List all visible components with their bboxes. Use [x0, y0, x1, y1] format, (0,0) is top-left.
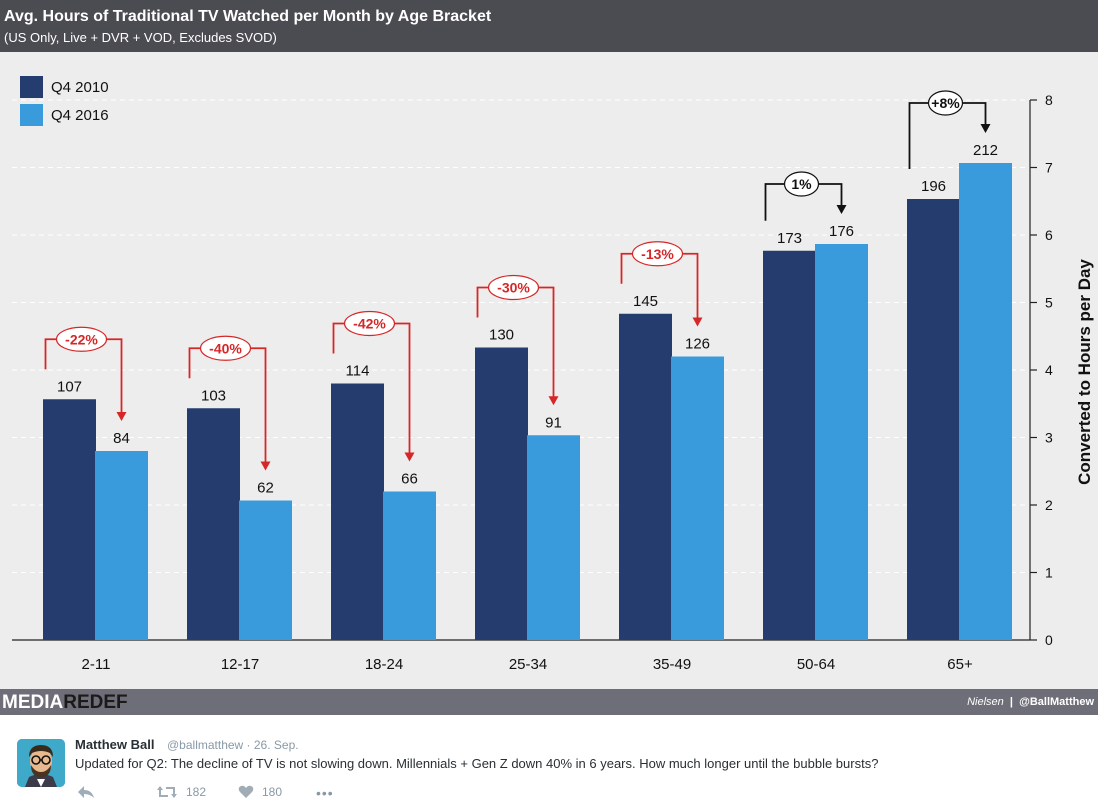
- bar-q4-2016: [527, 435, 580, 640]
- category-label: 65+: [947, 656, 973, 673]
- bar-value-label: 196: [921, 178, 946, 195]
- retweet-icon: [157, 786, 177, 798]
- y2-tick-label: 5: [1045, 295, 1053, 311]
- like-count: 180: [262, 785, 283, 799]
- y2-tick-label: 3: [1045, 430, 1053, 446]
- bar-q4-2010: [907, 199, 960, 640]
- change-bubble: [783, 171, 820, 197]
- category-label: 18-24: [365, 656, 403, 673]
- bar-q4-2010: [331, 383, 384, 640]
- change-label: -30%: [497, 280, 530, 296]
- y2-tick-label: 4: [1045, 362, 1053, 378]
- legend-swatch-q4-2010: [20, 76, 43, 98]
- bar-q4-2016: [959, 163, 1012, 640]
- change-bubble: [927, 90, 964, 116]
- change-arrowhead: [404, 452, 415, 462]
- credit-separator: |: [1009, 696, 1013, 708]
- legend-swatch-q4-2016: [20, 104, 43, 126]
- more-button[interactable]: •••: [316, 785, 334, 801]
- category-label: 25-34: [509, 656, 547, 673]
- logo-redef: REDEF: [63, 692, 128, 713]
- footer-bar: MEDIAREDEF Nielsen | @BallMatthew: [0, 689, 1098, 715]
- reply-icon: [78, 786, 94, 798]
- change-label: -42%: [353, 316, 386, 332]
- category-label: 12-17: [221, 656, 259, 673]
- change-arrowhead: [692, 317, 703, 327]
- bar-q4-2010: [475, 347, 528, 640]
- logo-media: MEDIA: [2, 692, 64, 713]
- change-arrowhead: [116, 412, 127, 421]
- change-label: 1%: [791, 176, 812, 192]
- category-label: 50-64: [797, 656, 835, 673]
- category-label: 2-11: [82, 656, 111, 673]
- mediaredef-logo: MEDIAREDEF: [2, 692, 128, 714]
- change-arrowhead: [980, 124, 991, 133]
- bar-value-label: 107: [57, 378, 82, 395]
- tweet-author-name[interactable]: Matthew Ball: [75, 737, 155, 752]
- heart-icon: [238, 785, 254, 798]
- y2-tick-label: 1: [1045, 565, 1053, 581]
- bar-q4-2010: [763, 250, 816, 640]
- y2-axis-label: Converted to Hours per Day: [1075, 259, 1094, 485]
- tweet-card: Matthew Ball @ballmatthew · 26. Sep. Upd…: [0, 715, 1098, 809]
- bar-value-label: 62: [257, 480, 274, 497]
- bar-q4-2016: [95, 451, 148, 640]
- change-bubble: [55, 326, 108, 352]
- bar-value-label: 103: [201, 387, 226, 404]
- change-arrowhead: [548, 396, 559, 406]
- change-label: -22%: [65, 331, 98, 347]
- chart-subtitle: (US Only, Live + DVR + VOD, Excludes SVO…: [4, 30, 277, 45]
- retweet-count: 182: [186, 785, 207, 799]
- tweet-handle-date[interactable]: @ballmatthew · 26. Sep.: [167, 738, 299, 752]
- bar-chart: 0 1 2 3 4 5 6 7 8 Converted to Hours per Day Q4 20…: [12, 76, 1094, 673]
- retweet-button[interactable]: 182: [156, 785, 206, 799]
- chart-title: Avg. Hours of Traditional TV Watched per…: [4, 8, 492, 25]
- legend-label: Q4 2016: [51, 107, 109, 124]
- y2-tick-label: 2: [1045, 497, 1053, 513]
- change-arrowhead: [836, 205, 847, 214]
- y2-tick-label: 6: [1045, 227, 1053, 243]
- bar-q4-2016: [383, 491, 436, 640]
- change-label: +8%: [931, 95, 960, 111]
- change-bubble: [199, 335, 252, 361]
- bar-value-label: 66: [401, 471, 418, 488]
- y2-tick-label: 8: [1045, 92, 1053, 108]
- bar-q4-2016: [815, 244, 868, 640]
- avatar[interactable]: [17, 739, 65, 787]
- bar-value-label: 173: [777, 230, 802, 247]
- bar-q4-2010: [187, 408, 240, 640]
- bar-value-label: 126: [685, 336, 710, 353]
- change-bubble: [487, 274, 540, 301]
- bar-value-label: 130: [489, 327, 514, 344]
- bar-value-label: 114: [346, 363, 370, 380]
- change-label: -13%: [641, 246, 674, 262]
- bar-value-label: 145: [633, 293, 658, 310]
- bar-value-label: 91: [545, 414, 562, 431]
- bar-q4-2010: [43, 399, 96, 640]
- category-label: 35-49: [653, 656, 691, 673]
- change-bubble: [343, 310, 396, 337]
- credit-handle: @BallMatthew: [1019, 696, 1094, 708]
- y2-tick-label: 7: [1045, 160, 1053, 176]
- legend-label: Q4 2010: [51, 79, 109, 96]
- bar-q4-2010: [619, 313, 672, 640]
- source-label: Nielsen: [967, 696, 1004, 708]
- bar-q4-2016: [671, 356, 724, 640]
- chart-area: 0 1 2 3 4 5 6 7 8 Converted to Hours per Day Q4 20…: [0, 52, 1098, 689]
- bar-value-label: 176: [829, 223, 854, 240]
- bar-value-label: 84: [113, 430, 130, 447]
- reply-button[interactable]: [77, 785, 95, 799]
- change-label: -40%: [209, 340, 242, 356]
- y2-tick-label: 0: [1045, 632, 1053, 648]
- avatar-portrait-icon: [17, 739, 65, 787]
- like-button[interactable]: 180: [238, 785, 282, 799]
- tweet-text: Updated for Q2: The decline of TV is not…: [75, 756, 879, 771]
- change-arrowhead: [260, 461, 271, 471]
- source-credit: Nielsen | @BallMatthew: [967, 696, 1094, 708]
- change-bubble: [631, 241, 684, 267]
- chart-header: Avg. Hours of Traditional TV Watched per…: [0, 0, 1098, 52]
- bar-value-label: 212: [973, 142, 998, 159]
- bar-q4-2016: [239, 500, 292, 640]
